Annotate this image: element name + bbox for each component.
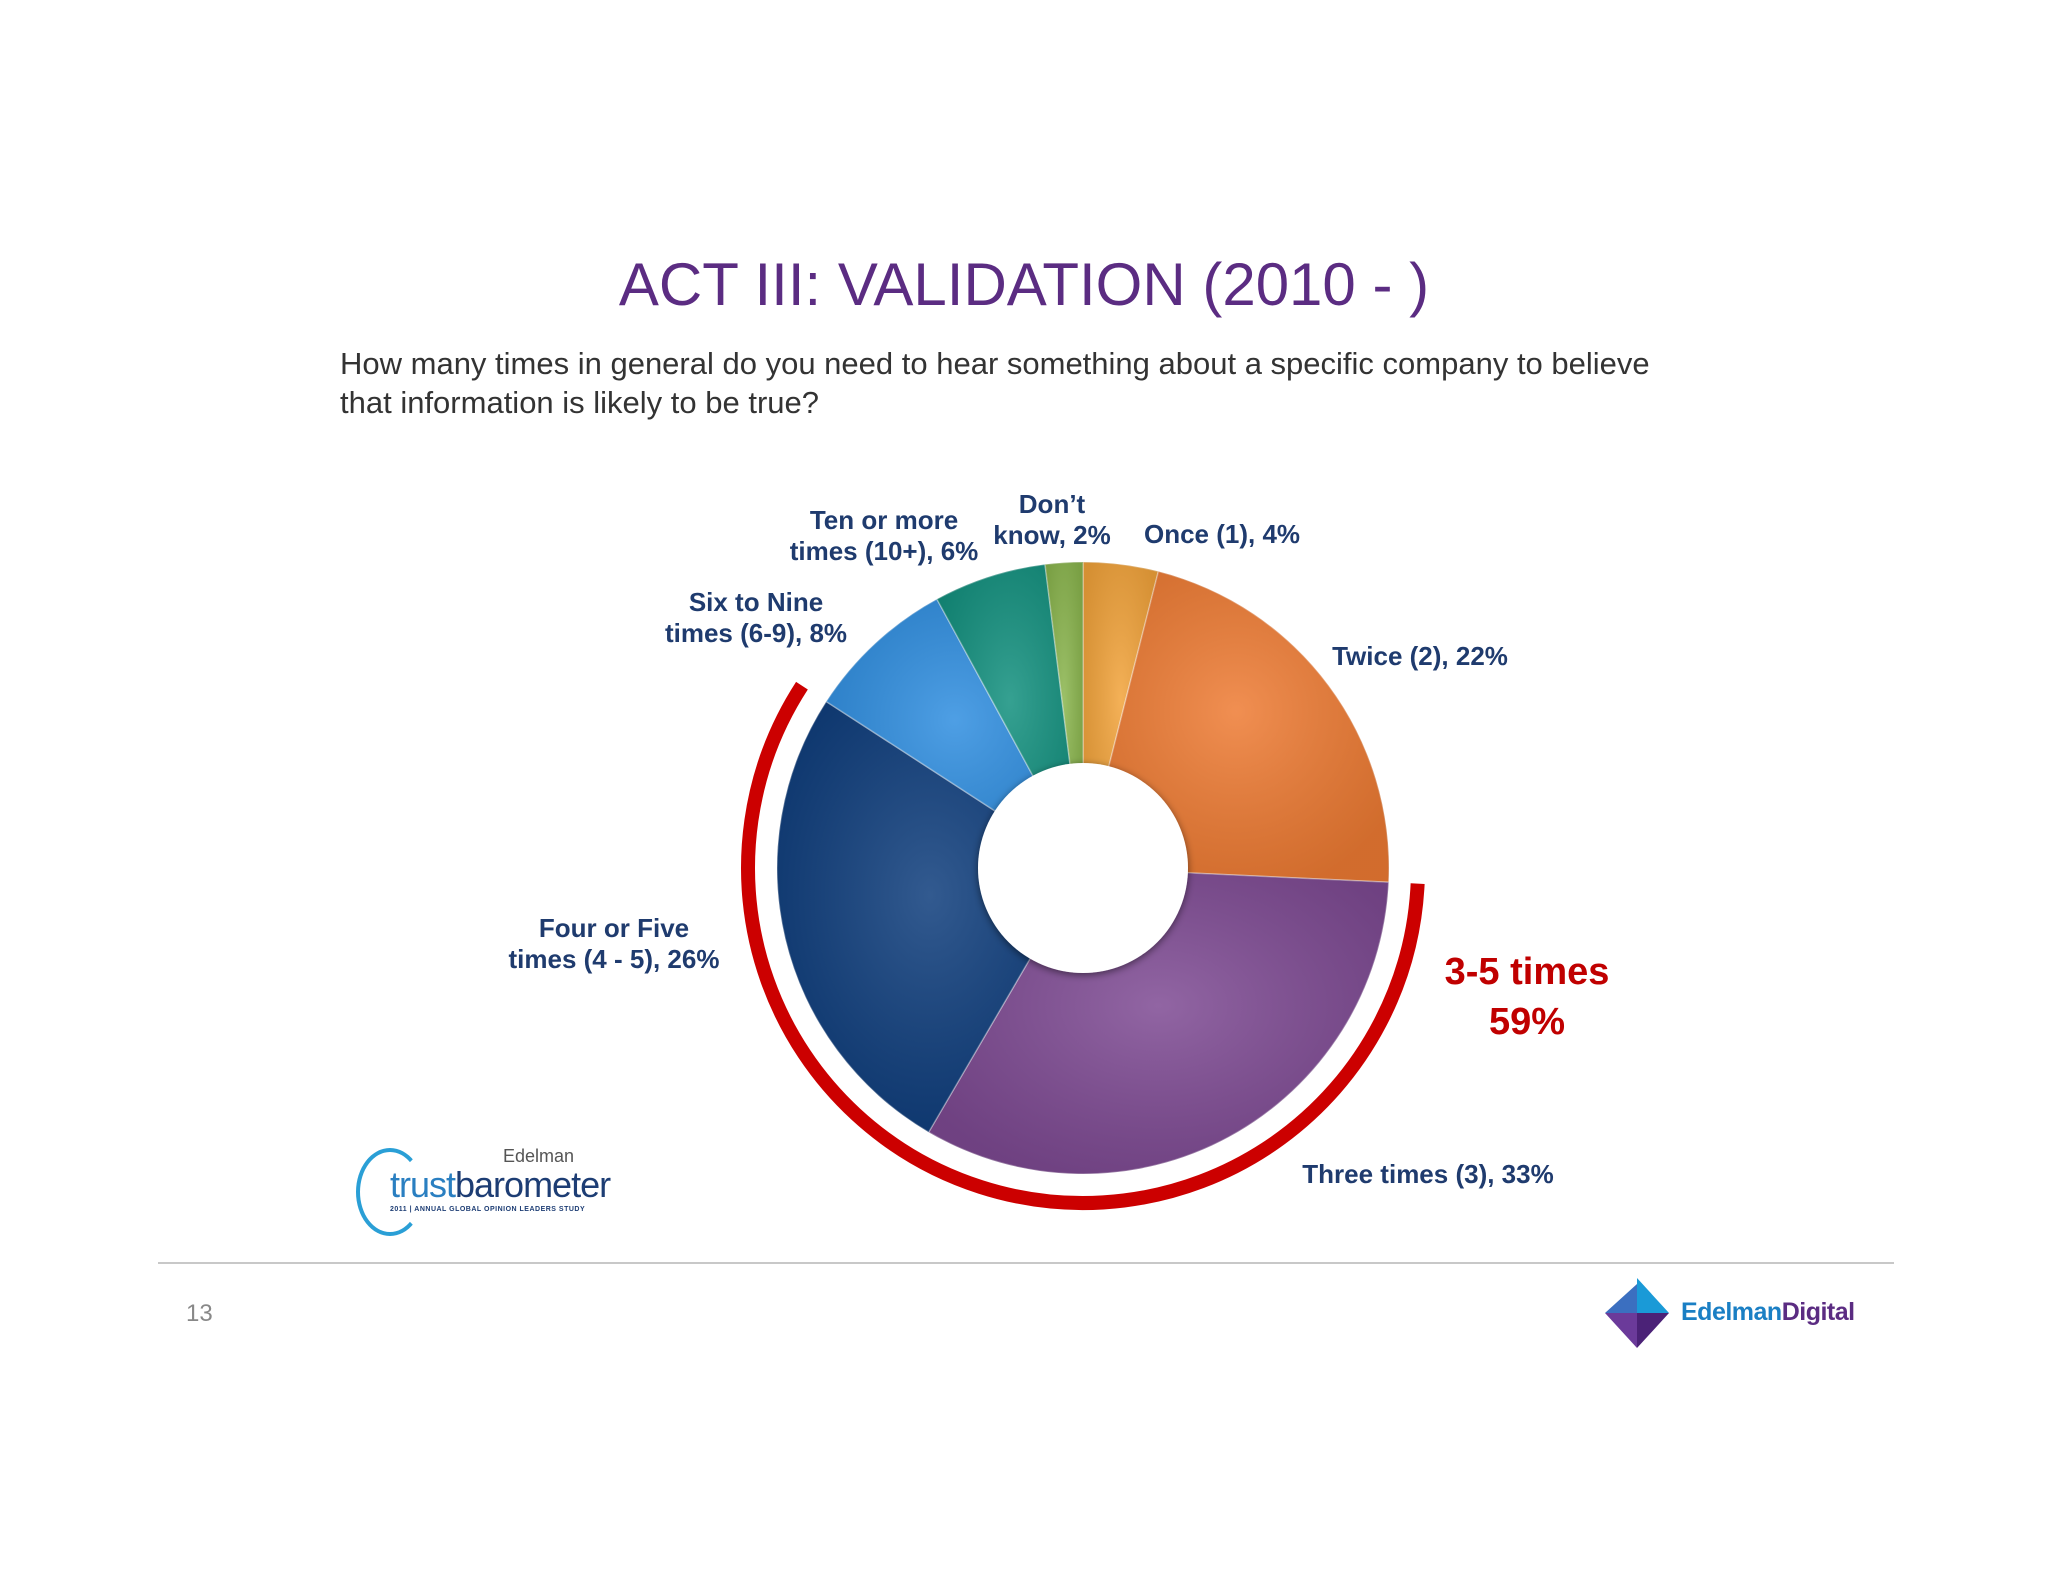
slice-labels: Once (1), 4% Twice (2), 22% Three times (3…: [509, 489, 1554, 1189]
slide-title: ACT III: VALIDATION (2010 - ): [618, 251, 1430, 318]
slice-label: Don’t know, 2%: [993, 489, 1111, 550]
wordmark-digital: Digital: [1781, 1298, 1855, 1326]
pie-slice-shading: [777, 701, 1083, 1133]
slice-label-line: Three times (3), 33%: [1302, 1159, 1553, 1189]
question-line-1: How many times in general do you need to…: [340, 346, 1650, 381]
logo-subtitle: 2011 | ANNUAL GLOBAL OPINION LEADERS STU…: [390, 1206, 586, 1213]
logo-word-barometer: barometer: [455, 1164, 611, 1205]
donut-hole: [978, 763, 1188, 973]
slice-label-line: Twice (2), 22%: [1332, 641, 1508, 671]
slice-label-line: times (10+), 6%: [790, 536, 979, 566]
slice-label: Four or Five times (4 - 5), 26%: [509, 913, 720, 974]
slice-label: Ten or more times (10+), 6%: [790, 505, 979, 566]
slice-label-line: Don’t: [1019, 489, 1086, 519]
slice-label-line: Six to Nine: [689, 587, 823, 617]
slice-label: Six to Nine times (6-9), 8%: [665, 587, 847, 648]
highlight-label-line: 3-5 times: [1445, 951, 1610, 993]
highlight-arc: [741, 681, 1425, 1210]
highlight-label: 3-5 times 59%: [1445, 951, 1610, 1043]
edelman-digital-wordmark: EdelmanDigital: [1681, 1298, 1855, 1327]
footer-divider: [158, 1262, 1894, 1264]
logo-word-trust: trust: [390, 1164, 456, 1205]
slice-label-line: times (4 - 5), 26%: [509, 944, 720, 974]
slice-label-line: times (6-9), 8%: [665, 618, 847, 648]
logo-wordmark: trustbarometer: [390, 1164, 611, 1206]
trustbarometer-logo: Edelman trustbarometer 2011 | ANNUAL GLO…: [356, 1140, 611, 1236]
highlight-label-line: 59%: [1489, 1001, 1565, 1043]
slice-label-line: know, 2%: [993, 520, 1111, 550]
highlight-label-text: 3-5 times 59%: [1445, 951, 1610, 1043]
slice-label: Once (1), 4%: [1144, 519, 1300, 549]
slice-label-line: Ten or more: [810, 505, 958, 535]
slice-label: Twice (2), 22%: [1332, 641, 1508, 671]
wordmark-edelman: Edelman: [1681, 1298, 1782, 1326]
question-line-2: that information is likely to be true?: [340, 385, 820, 420]
edelman-digital-logo: EdelmanDigital: [1605, 1278, 1855, 1348]
slice-label-line: Once (1), 4%: [1144, 519, 1300, 549]
slice-label: Three times (3), 33%: [1302, 1159, 1553, 1189]
slice-label-line: Four or Five: [539, 913, 689, 943]
edelman-digital-mark-icon: [1605, 1278, 1669, 1348]
survey-question: How many times in general do you need to…: [340, 344, 1740, 422]
logo-swoosh-icon: [356, 1148, 424, 1236]
page-number: 13: [186, 1300, 213, 1327]
logo-brand: Edelman: [502, 1146, 574, 1166]
